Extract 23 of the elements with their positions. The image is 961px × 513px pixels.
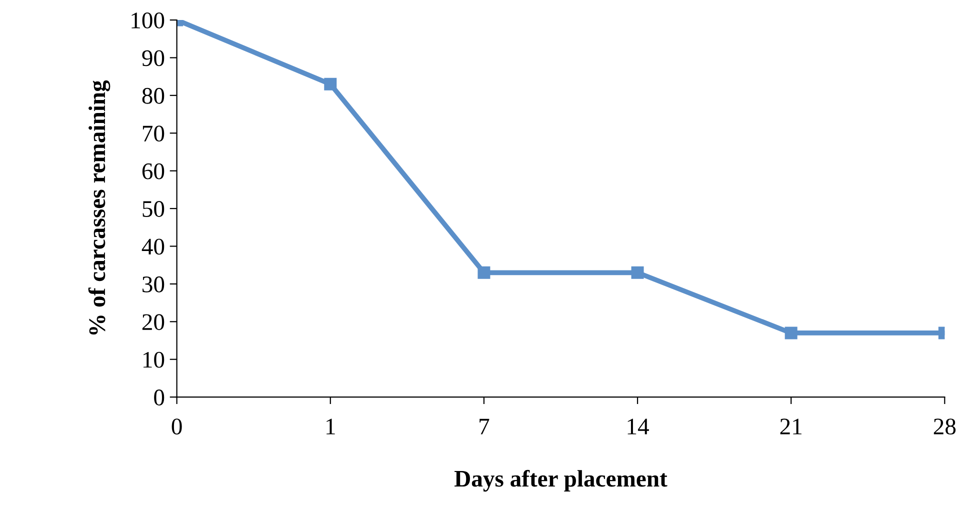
x-tick-label: 7 (480, 418, 490, 434)
y-tick-label: 70 (142, 126, 164, 142)
point (784, 326, 798, 340)
y-tick-label: 40 (142, 238, 164, 255)
point (324, 78, 337, 90)
y-tick-label: 10 (143, 352, 164, 368)
x-tick-label: 28 (934, 418, 956, 435)
y-tick-label: 100 (132, 12, 164, 28)
x-tick-label: 21 (780, 418, 802, 434)
x-tick-label: 0 (172, 418, 182, 435)
y-tick-label: 80 (142, 88, 164, 104)
y-tick-label: 50 (142, 201, 164, 217)
y-tick-label: 0 (154, 390, 164, 406)
y-tick-label: 30 (142, 276, 164, 292)
x-tick-label: 14 (628, 418, 649, 434)
point (478, 266, 490, 279)
x-axis-title: Days after placement (454, 470, 668, 492)
y-axis-title: % of carcasses remaining (88, 80, 110, 335)
y-tick-label: 20 (142, 314, 164, 330)
point (631, 266, 644, 279)
x-tick-label: 1 (326, 418, 335, 434)
y-tick-label: 60 (142, 163, 164, 180)
y-tick-label: 90 (142, 50, 164, 66)
